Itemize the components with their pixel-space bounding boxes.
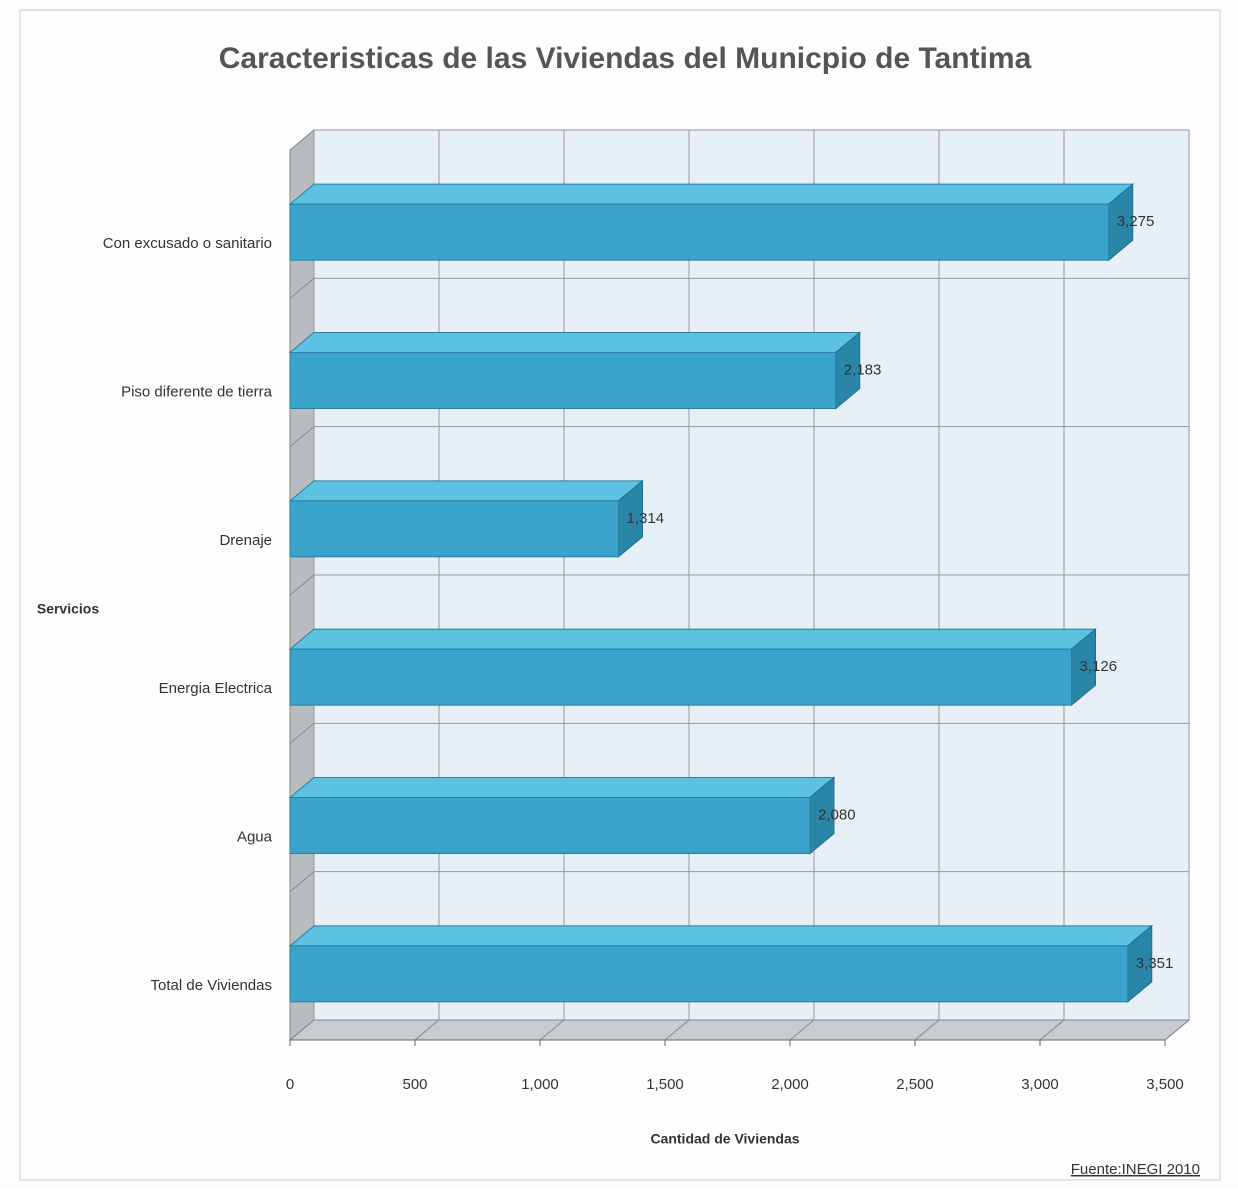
data-label: 3,126 xyxy=(1080,658,1118,675)
y-tick-label: Energia Electrica xyxy=(159,680,273,697)
y-tick-label: Piso diferente de tierra xyxy=(121,383,273,400)
data-label: 2,183 xyxy=(844,361,882,378)
bar xyxy=(289,203,1110,261)
data-label: 3,275 xyxy=(1117,213,1155,230)
grid-line xyxy=(289,1019,315,1041)
floor xyxy=(288,1019,1191,1041)
data-label: 2,080 xyxy=(818,806,856,823)
x-tick-label: 3,000 xyxy=(1021,1076,1059,1093)
bar-top xyxy=(288,925,1154,947)
y-tick-label: Con excusado o sanitario xyxy=(103,235,272,252)
grid-line xyxy=(1039,1019,1065,1041)
category-divider xyxy=(289,426,315,448)
x-tick-label: 3,500 xyxy=(1146,1076,1184,1093)
x-tick-label: 2,000 xyxy=(771,1076,809,1093)
bar xyxy=(289,648,1072,706)
bar-top xyxy=(288,480,644,502)
x-tick-label: 0 xyxy=(286,1076,294,1093)
category-divider xyxy=(289,722,315,744)
y-axis-label: Servicios xyxy=(37,601,99,617)
source: Fuente:INEGI 2010 xyxy=(1071,1161,1200,1178)
y-tick-label: Total de Viviendas xyxy=(151,977,272,994)
grid-line xyxy=(664,1019,690,1041)
bar xyxy=(289,797,811,854)
x-tick-label: 1,500 xyxy=(646,1076,684,1093)
category-divider xyxy=(289,871,315,893)
x-axis-label: Cantidad de Viviendas xyxy=(650,1131,799,1147)
frame xyxy=(19,9,1221,1181)
bar-top xyxy=(288,777,836,798)
bar-top xyxy=(288,332,862,353)
category-divider xyxy=(289,277,315,299)
y-tick-label: Drenaje xyxy=(219,532,272,549)
bar xyxy=(289,945,1129,1003)
grid-line xyxy=(914,1019,940,1041)
chart-title: Caracteristicas de las Viviendas del Mun… xyxy=(219,42,1032,75)
x-tick-label: 500 xyxy=(402,1076,427,1093)
y-tick-label: Agua xyxy=(237,828,273,845)
grid-line xyxy=(1164,1019,1190,1041)
grid-line xyxy=(414,1019,440,1041)
grid-line xyxy=(539,1019,565,1041)
bar-top xyxy=(288,628,1097,650)
data-label: 3,351 xyxy=(1136,955,1174,972)
bar-top xyxy=(288,183,1135,205)
data-label: 1,314 xyxy=(627,510,665,527)
x-tick-label: 2,500 xyxy=(896,1076,934,1093)
bar xyxy=(289,352,837,409)
category-divider xyxy=(289,574,315,596)
x-tick-label: 1,000 xyxy=(521,1076,559,1093)
grid-line xyxy=(789,1019,815,1041)
bar xyxy=(289,500,619,558)
